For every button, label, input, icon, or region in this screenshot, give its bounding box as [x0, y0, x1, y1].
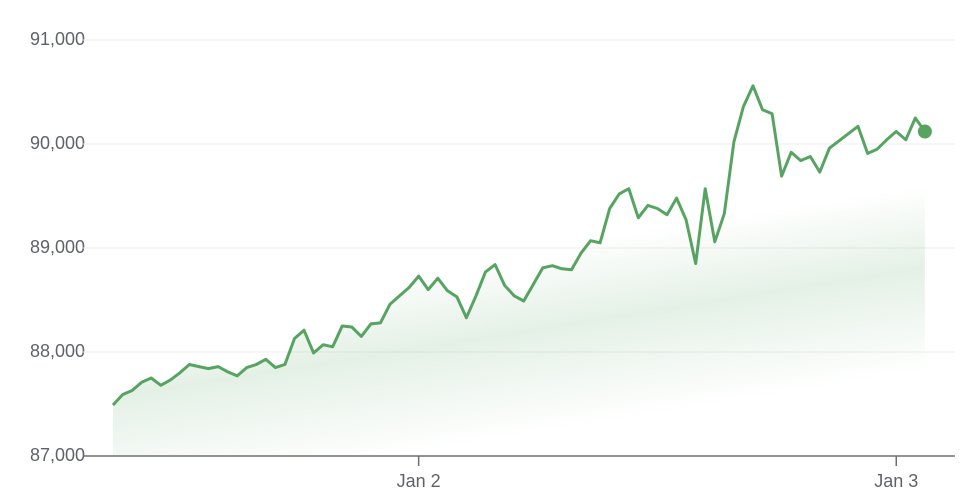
- area: [113, 85, 925, 457]
- end-dot: [917, 124, 932, 139]
- y-tick-label: 88,000: [30, 341, 85, 361]
- y-tick-label: 87,000: [30, 445, 85, 465]
- x-tick-label: Jan 2: [397, 471, 441, 491]
- line: [111, 84, 927, 407]
- x-tick-label: Jan 3: [874, 471, 918, 491]
- y-tick-label: 90,000: [30, 133, 85, 153]
- y-tick-label: 91,000: [30, 29, 85, 49]
- y-tick-label: 89,000: [30, 237, 85, 257]
